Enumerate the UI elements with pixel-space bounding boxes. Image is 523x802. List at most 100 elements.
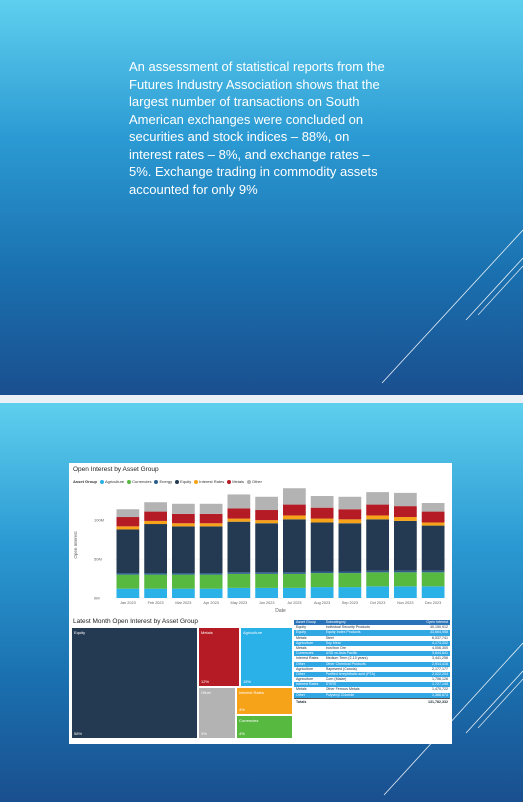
bar-segment-metals (199, 513, 223, 524)
bar-segment-metals (366, 504, 390, 516)
legend-item[interactable]: Other (246, 479, 262, 484)
treemap-tile-equity[interactable]: Equity 58% (71, 627, 198, 739)
table-cell: Soy Meal (325, 640, 341, 645)
bar-segment-interest-rates (338, 519, 362, 524)
treemap-tile-currencies[interactable]: Currencies 4% (236, 715, 293, 739)
bar-segment-other (421, 503, 445, 512)
legend-item[interactable]: Agriculture (100, 479, 124, 484)
x-tick-label: Jun 2023 (259, 601, 275, 605)
y-tick-label: 50M (94, 557, 102, 562)
x-tick-label: Jan 2023 (120, 601, 136, 605)
bar-segment-metals (116, 517, 140, 527)
bar-segment-other (144, 502, 168, 512)
bar-segment-energy (227, 572, 251, 574)
table-row: Other Polyvinyl Chloride 1,366,674 (294, 692, 450, 698)
table-cell: Steel (325, 635, 334, 640)
table-row: Metals Other Ferrous Metals 1,470,722 (294, 687, 450, 692)
table-cell: Metals (296, 635, 307, 640)
table-cell: 1,727,145 (432, 682, 448, 687)
legend-swatch (127, 479, 132, 484)
bar-segment-agriculture (310, 587, 334, 598)
table-cell: Metals (296, 687, 307, 692)
chart-legend: Asset Group Agriculture Currencies Energy E… (73, 479, 265, 484)
legend-swatch (100, 479, 105, 484)
bar-segment-agriculture (393, 586, 417, 598)
x-axis-label: Date (275, 608, 286, 614)
bar-segment-other (393, 492, 417, 507)
legend-item[interactable]: Interest Rates (194, 479, 224, 484)
legend-item[interactable]: Energy (154, 479, 172, 484)
treemap-tile-label: Equity (74, 630, 86, 635)
table-cell: Open Interest (426, 620, 448, 624)
table-cell: 4,173,332 (432, 640, 448, 645)
report-screenshot: Open Interest by Asset Group Asset Group… (69, 463, 452, 744)
bar-segment-energy (255, 572, 279, 574)
x-tick-label: Aug 2023 (314, 601, 330, 605)
bar-segment-currencies (255, 573, 279, 588)
totals-value: 131,782,332 (428, 699, 448, 704)
treemap-tile-metals[interactable]: Metals 12% (198, 627, 240, 687)
bar-segment-equity (282, 519, 306, 573)
table-cell: STIRS (325, 682, 337, 687)
table-cell: 2,914,416 (432, 661, 448, 666)
bar-segment-energy (421, 570, 445, 573)
treemap-tile-percent: 3% (201, 731, 207, 736)
legend-label: Metals (232, 479, 244, 484)
legend-swatch (194, 479, 199, 484)
table-cell: Medium Term (2-10 years) (325, 656, 368, 661)
table-cell: Subcategory (325, 620, 346, 624)
table-cell: Interest Rates (296, 682, 319, 687)
bar-segment-metals (338, 509, 362, 520)
legend-item[interactable]: Metals (227, 479, 244, 484)
table-cell: USD vs Asia Pacific (325, 651, 358, 656)
table-cell: Metals (296, 645, 307, 650)
treemap-tile-label: Currencies (239, 718, 259, 723)
table-cell: Interest Rates (296, 656, 319, 661)
table-cell: Equity Index Products (325, 630, 361, 635)
table-cell: Equity (296, 625, 306, 630)
bar-segment-energy (171, 573, 195, 575)
table-row: Agriculture Rapeseed (Canola) 2,177,177 (294, 667, 450, 672)
treemap-tile-percent: 15% (243, 679, 252, 684)
table-cell: Other (296, 692, 305, 697)
bar-segment-metals (393, 506, 417, 518)
bar-segment-other (255, 496, 279, 511)
legend-title: Asset Group (73, 479, 98, 484)
treemap-tile-interest-rates[interactable]: Interest Rates 4% (236, 687, 293, 715)
bar-segment-currencies (282, 573, 306, 588)
table-cell: Agriculture (296, 666, 314, 671)
legend-item[interactable]: Equity (175, 479, 191, 484)
y-tick-label: 100M (94, 518, 104, 523)
bar-segment-metals (282, 504, 306, 516)
bar-segment-equity (144, 524, 168, 574)
bar-segment-equity (255, 523, 279, 573)
table-cell: 33,664,958 (430, 630, 448, 635)
bar-segment-currencies (421, 572, 445, 587)
bar-segment-agriculture (255, 587, 279, 598)
table-totals-row: Totals 131,782,332 (294, 697, 450, 705)
bar-segment-metals (171, 513, 195, 524)
table-cell: Agriculture (296, 677, 314, 682)
bar-segment-interest-rates (255, 520, 279, 524)
treemap-tile-other[interactable]: Other 3% (198, 687, 236, 739)
legend-swatch (154, 479, 159, 484)
table-cell: 3,441,256 (432, 656, 448, 661)
table-cell: Asset Group (296, 620, 316, 624)
legend-label: Agriculture (105, 479, 125, 484)
treemap-tile-agriculture[interactable]: Agriculture 15% (240, 627, 293, 687)
bar-segment-equity (171, 526, 195, 574)
bar-segment-interest-rates (421, 522, 445, 526)
bar-segment-equity (421, 525, 445, 571)
bar-segment-energy (393, 570, 417, 573)
bar-segment-other (310, 496, 334, 508)
table-row: Other Purified terephthalic acid (PTA) 2,0… (294, 671, 450, 678)
table-cell: 1,756,126 (432, 677, 448, 682)
legend-item[interactable]: Currencies (127, 479, 151, 484)
bar-segment-interest-rates (144, 520, 168, 525)
treemap-tile-percent: 4% (239, 731, 245, 736)
bar-segment-energy (366, 570, 390, 573)
table-cell: Equity (296, 630, 306, 635)
bar-segment-other (227, 494, 251, 509)
legend-label: Other (251, 479, 262, 484)
decorative-lines (383, 642, 523, 796)
